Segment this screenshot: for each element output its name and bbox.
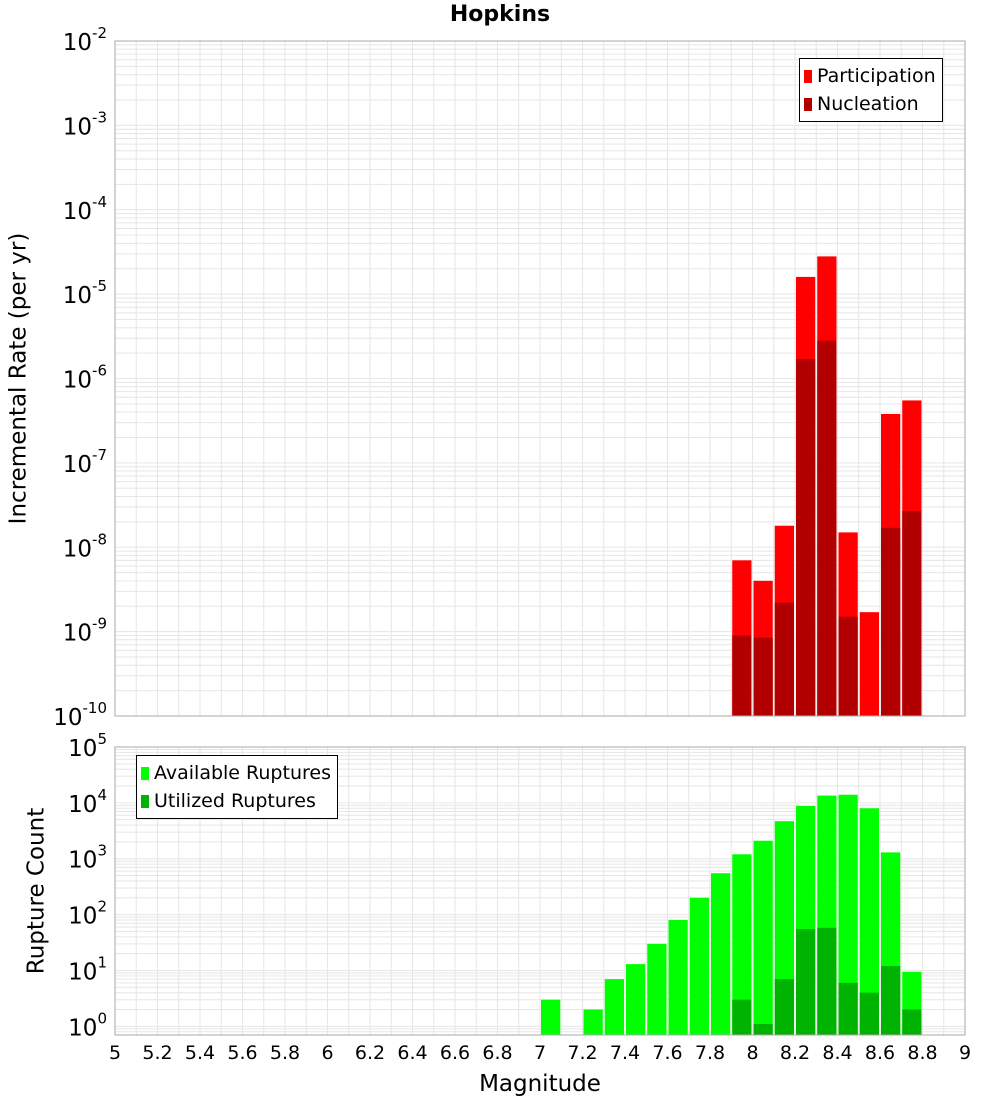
counts-bar-available-ruptures (838, 794, 858, 1035)
counts-bar-utilized-ruptures (796, 929, 816, 1035)
legend-swatch-nucleation (804, 97, 812, 111)
legend-swatch-participation (804, 69, 812, 83)
counts-bar-available-ruptures (668, 920, 688, 1035)
rates-ytick-label: 10-2 (63, 24, 107, 56)
counts-bar-utilized-ruptures (732, 999, 752, 1035)
rates-ytick-label: 10-8 (63, 530, 107, 562)
counts-bar-available-ruptures (689, 897, 709, 1035)
counts-bar-available-ruptures (626, 964, 646, 1035)
rates-ytick-label: 10-10 (53, 699, 107, 731)
xtick-label: 6.6 (440, 1042, 470, 1064)
counts-bar-utilized-ruptures (817, 927, 837, 1035)
counts-bar-available-ruptures (732, 854, 752, 1035)
xtick-label: 5.8 (270, 1042, 300, 1064)
legend-label-nucleation: Nucleation (817, 93, 919, 115)
xtick-label: 8.4 (822, 1042, 852, 1064)
xtick-label: 9 (959, 1042, 971, 1064)
xtick-label: 6 (321, 1042, 333, 1064)
xtick-label: 6.2 (355, 1042, 385, 1064)
legend-item-nucleation: Nucleation (804, 90, 936, 118)
counts-plot-frame (114, 746, 966, 1036)
counts-ytick-label: 102 (68, 898, 107, 930)
xtick-label: 8.8 (907, 1042, 937, 1064)
rates-ytick-label: 10-3 (63, 108, 107, 140)
xtick-label: 8 (746, 1042, 758, 1064)
legend-item-participation: Participation (804, 62, 936, 90)
counts-bar-available-ruptures (604, 979, 624, 1035)
x-axis-label: Magnitude (479, 1071, 601, 1097)
counts-ytick-label: 101 (68, 953, 107, 985)
rates-bar-nucleation (838, 616, 858, 716)
legend-label-utilized: Utilized Ruptures (154, 790, 316, 812)
rates-ylabel: Incremental Rate (per yr) (6, 233, 32, 525)
counts-bar-available-ruptures (859, 808, 879, 1035)
rates-ytick-label: 10-7 (63, 446, 107, 478)
rates-bar-participation (859, 612, 879, 716)
legend-swatch-available (141, 766, 149, 780)
counts-bar-utilized-ruptures (902, 1009, 922, 1035)
rates-ytick-label: 10-9 (63, 615, 107, 647)
counts-bar-available-ruptures (541, 999, 561, 1035)
xtick-label: 7 (534, 1042, 546, 1064)
legend-swatch-utilized (141, 794, 149, 808)
counts-bar-available-ruptures (647, 943, 667, 1035)
counts-bar-available-ruptures (583, 1009, 603, 1035)
rates-bar-nucleation (817, 340, 837, 716)
counts-bar-available-ruptures (753, 840, 773, 1035)
counts-ytick-label: 103 (68, 842, 107, 874)
counts-bar-utilized-ruptures (859, 992, 879, 1035)
rates-bar-nucleation (753, 637, 773, 716)
rates-bar-nucleation (902, 510, 922, 716)
counts-ytick-label: 105 (68, 730, 107, 762)
rates-plot-frame (114, 40, 966, 717)
xtick-label: 6.4 (397, 1042, 427, 1064)
xtick-label: 7.8 (695, 1042, 725, 1064)
rates-ytick-label: 10-5 (63, 277, 107, 309)
counts-bar-utilized-ruptures (838, 982, 858, 1035)
counts-bar-available-ruptures (711, 873, 731, 1035)
rates-ytick-label: 10-4 (63, 193, 107, 225)
counts-legend: Available Ruptures Utilized Ruptures (136, 755, 338, 819)
rates-legend: Participation Nucleation (799, 58, 943, 122)
counts-ytick-label: 104 (68, 786, 107, 818)
legend-item-available: Available Ruptures (141, 759, 331, 787)
rates-bar-nucleation (732, 635, 752, 716)
counts-bar-utilized-ruptures (774, 979, 794, 1035)
xtick-label: 5.6 (227, 1042, 257, 1064)
legend-label-participation: Participation (817, 65, 936, 87)
xtick-label: 8.6 (865, 1042, 895, 1064)
xtick-label: 7.6 (652, 1042, 682, 1064)
counts-bar-utilized-ruptures (753, 1024, 773, 1035)
counts-bar-utilized-ruptures (881, 966, 901, 1035)
legend-label-available: Available Ruptures (154, 762, 331, 784)
counts-ytick-label: 100 (68, 1009, 107, 1041)
legend-item-utilized: Utilized Ruptures (141, 787, 331, 815)
rates-bar-nucleation (796, 359, 816, 716)
xtick-label: 5.2 (142, 1042, 172, 1064)
xtick-label: 7.2 (567, 1042, 597, 1064)
xtick-label: 5 (109, 1042, 121, 1064)
rates-ytick-label: 10-6 (63, 362, 107, 394)
xtick-label: 5.4 (185, 1042, 215, 1064)
counts-ylabel: Rupture Count (24, 808, 50, 974)
rates-bar-nucleation (774, 602, 794, 716)
rates-bar-nucleation (881, 527, 901, 716)
chart-title: Hopkins (449, 2, 551, 27)
xtick-label: 6.8 (482, 1042, 512, 1064)
xtick-label: 8.2 (780, 1042, 810, 1064)
xtick-label: 7.4 (610, 1042, 640, 1064)
